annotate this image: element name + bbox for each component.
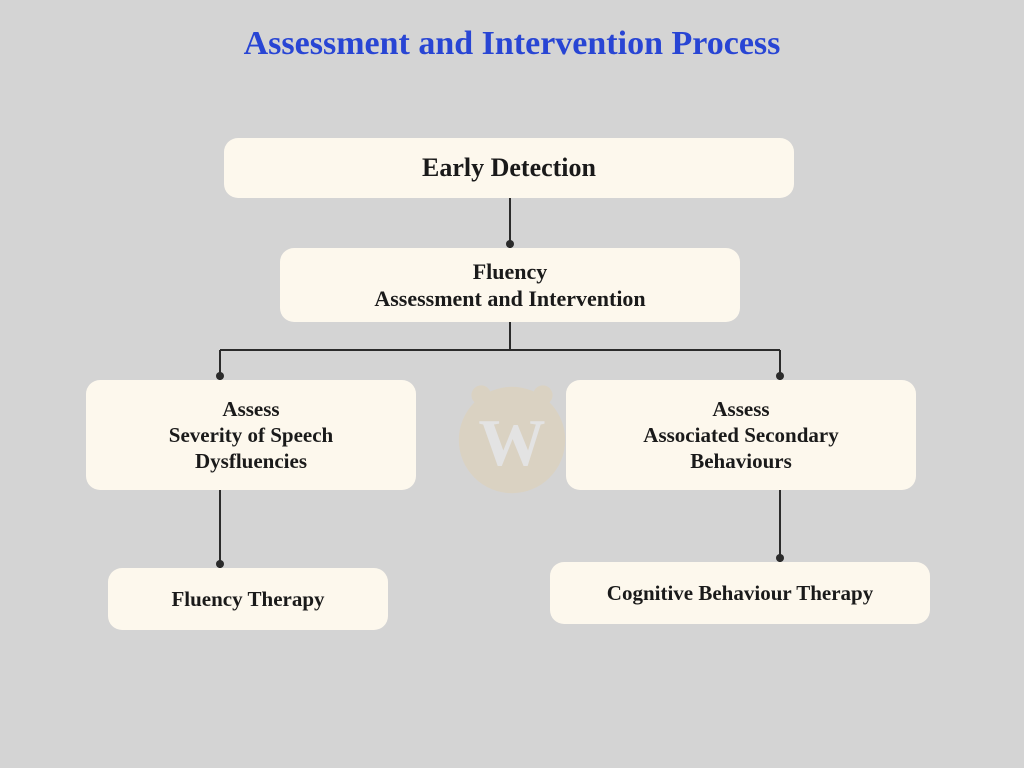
node-label: Fluency Therapy (171, 586, 324, 612)
node-assess-secondary: AssessAssociated SecondaryBehaviours (566, 380, 916, 490)
diagram-title: Assessment and Intervention Process (162, 0, 862, 65)
watermark-logo: W (442, 370, 582, 510)
svg-text:W: W (478, 405, 545, 480)
node-label: AssessSeverity of SpeechDysfluencies (169, 396, 333, 475)
node-label: Cognitive Behaviour Therapy (607, 580, 873, 606)
node-label: AssessAssociated SecondaryBehaviours (643, 396, 838, 475)
node-label: FluencyAssessment and Intervention (374, 258, 645, 313)
node-assess-severity: AssessSeverity of SpeechDysfluencies (86, 380, 416, 490)
node-fluency-assessment: FluencyAssessment and Intervention (280, 248, 740, 322)
node-early-detection: Early Detection (224, 138, 794, 198)
node-label: Early Detection (422, 152, 596, 185)
node-fluency-therapy: Fluency Therapy (108, 568, 388, 630)
node-cbt: Cognitive Behaviour Therapy (550, 562, 930, 624)
